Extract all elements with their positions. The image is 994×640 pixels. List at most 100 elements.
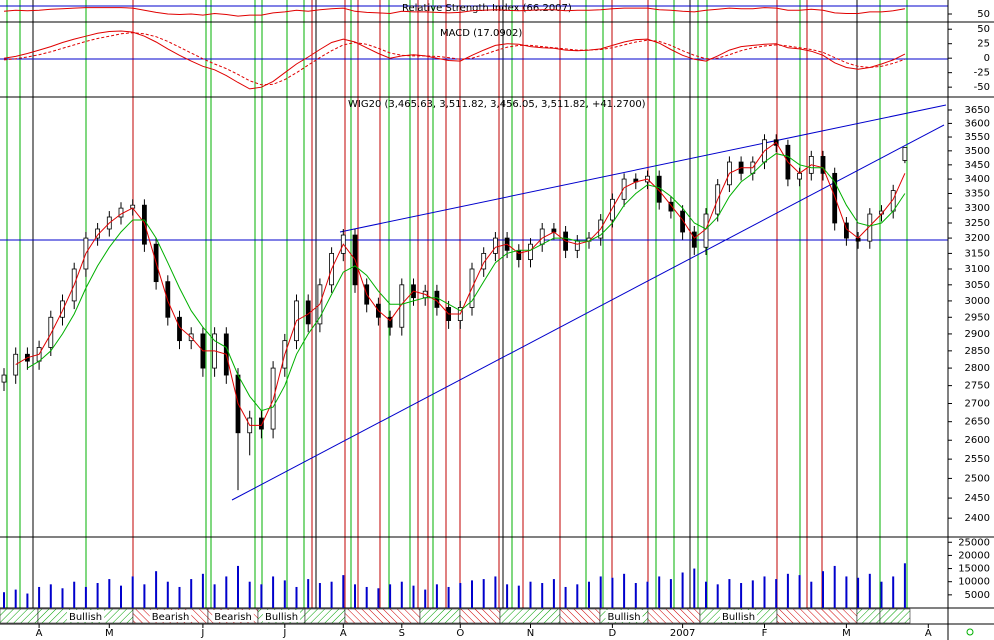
- volume-bar: [634, 583, 637, 608]
- signal-strip: Bullish Bearish Bearish Bullish Bullish Bulli…: [0, 608, 911, 624]
- volume-bar: [260, 584, 263, 608]
- volume-bar: [669, 579, 672, 608]
- candle-body: [820, 156, 826, 174]
- y-tick-label: 3250: [965, 218, 990, 229]
- x-tick-label: N: [527, 628, 534, 639]
- y-tick-label: 3000: [965, 296, 990, 307]
- moving-average: [27, 153, 906, 412]
- volume-bar: [120, 585, 122, 608]
- volume-bar: [716, 584, 719, 608]
- signal-label: Bullish: [265, 612, 298, 623]
- volume-bar: [108, 579, 111, 608]
- y-tick-label: 3050: [965, 280, 990, 291]
- volume-bar: [73, 581, 76, 608]
- x-tick-label: D: [609, 628, 617, 639]
- volume-bar: [14, 589, 17, 608]
- y-tick-label: 0: [984, 53, 990, 64]
- candle-body: [399, 284, 405, 328]
- candle-body: [902, 147, 908, 161]
- signal-zone: [459, 608, 501, 624]
- volume-bar: [435, 584, 438, 608]
- y-tick-label: 3600: [965, 118, 990, 129]
- x-tick-label: J: [282, 628, 286, 639]
- indicator-line: [3, 30, 906, 90]
- y-tick-label: 2550: [965, 454, 990, 465]
- volume-bar: [482, 579, 485, 608]
- volume-bar: [389, 584, 392, 608]
- candle-body: [621, 178, 627, 200]
- trend-line: [339, 104, 947, 233]
- volume-bar: [38, 586, 41, 608]
- candle-body: [60, 300, 65, 318]
- volume-bar: [307, 579, 310, 608]
- x-tick-label: F: [762, 628, 768, 639]
- y-tick-label: 25: [977, 39, 990, 50]
- volume-bar: [845, 576, 848, 608]
- candle-body: [492, 237, 498, 254]
- signal-label: Bullish: [69, 612, 102, 623]
- volume-bar: [49, 584, 52, 608]
- volume-bar: [295, 586, 298, 608]
- y-tick-label: -50: [974, 82, 990, 93]
- volume-bar: [155, 571, 158, 608]
- y-tick-label: 3650: [965, 105, 990, 116]
- y-tick-label: 2700: [965, 398, 990, 409]
- signal-zone: [419, 608, 461, 624]
- y-tick-label: 3350: [965, 188, 990, 199]
- volume-bar: [751, 580, 754, 608]
- volume-bar: [529, 581, 532, 608]
- volume-bar: [623, 573, 626, 608]
- x-tick-label: A: [36, 628, 43, 639]
- signal-label-bg: [262, 610, 301, 622]
- volume-bar: [658, 576, 661, 608]
- signal-zone: [879, 608, 911, 624]
- y-tick-label: 25000: [958, 537, 990, 548]
- candle-body: [48, 316, 54, 348]
- volume-bar: [705, 581, 707, 608]
- y-tick-label: 2650: [965, 417, 990, 428]
- candle-body: [832, 172, 838, 224]
- candle-body: [797, 172, 802, 180]
- y-tick-label: 2450: [965, 493, 990, 504]
- volume-bar: [143, 584, 146, 608]
- volume-bar: [775, 579, 778, 608]
- y-tick-label: 3500: [965, 146, 990, 157]
- candle-body: [680, 210, 685, 233]
- signal-zone: [856, 608, 881, 624]
- volume-bar: [84, 586, 87, 608]
- y-tick-label: 3200: [965, 233, 990, 244]
- candle-body: [528, 243, 533, 261]
- moving-average: [15, 141, 906, 426]
- y-tick-label: 50: [977, 9, 990, 20]
- y-tick-label: 2900: [965, 329, 990, 340]
- signal-label-bg: [66, 610, 105, 622]
- y-tick-label: 2950: [965, 312, 990, 323]
- signal-label: Bullish: [607, 612, 640, 623]
- y-tick-label: -25: [974, 68, 990, 79]
- volume-bar: [599, 576, 602, 608]
- volume-bar: [810, 581, 813, 608]
- macd-title: MACD (17.0902): [440, 28, 522, 39]
- volume-bar: [611, 577, 614, 608]
- x-tick-label: 2007: [670, 628, 695, 639]
- volume-bar: [377, 588, 380, 608]
- volume-bar: [552, 579, 555, 608]
- candle-body: [574, 240, 580, 251]
- volume-bar: [868, 573, 871, 608]
- signal-label-bg: [149, 610, 192, 622]
- volume-bar: [459, 583, 462, 608]
- y-tick-label: 3100: [965, 264, 990, 275]
- volume-bar: [237, 565, 239, 608]
- candle-body: [13, 353, 19, 376]
- price-title: WIG20 (3,465.63, 3,511.82, 3,456.05, 3,5…: [348, 99, 646, 110]
- volume-bar: [201, 573, 204, 608]
- volume-bar: [412, 585, 415, 608]
- candle-body: [668, 201, 674, 212]
- y-tick-label: 2850: [965, 346, 990, 357]
- marks: 50-50-2502550240024502500255026002650270…: [1, 7, 990, 639]
- volume-bar: [763, 576, 766, 608]
- x-tick-label: M: [105, 628, 114, 639]
- signal-zone: [344, 608, 421, 624]
- volume-bar: [213, 584, 216, 608]
- candle-body: [258, 417, 264, 430]
